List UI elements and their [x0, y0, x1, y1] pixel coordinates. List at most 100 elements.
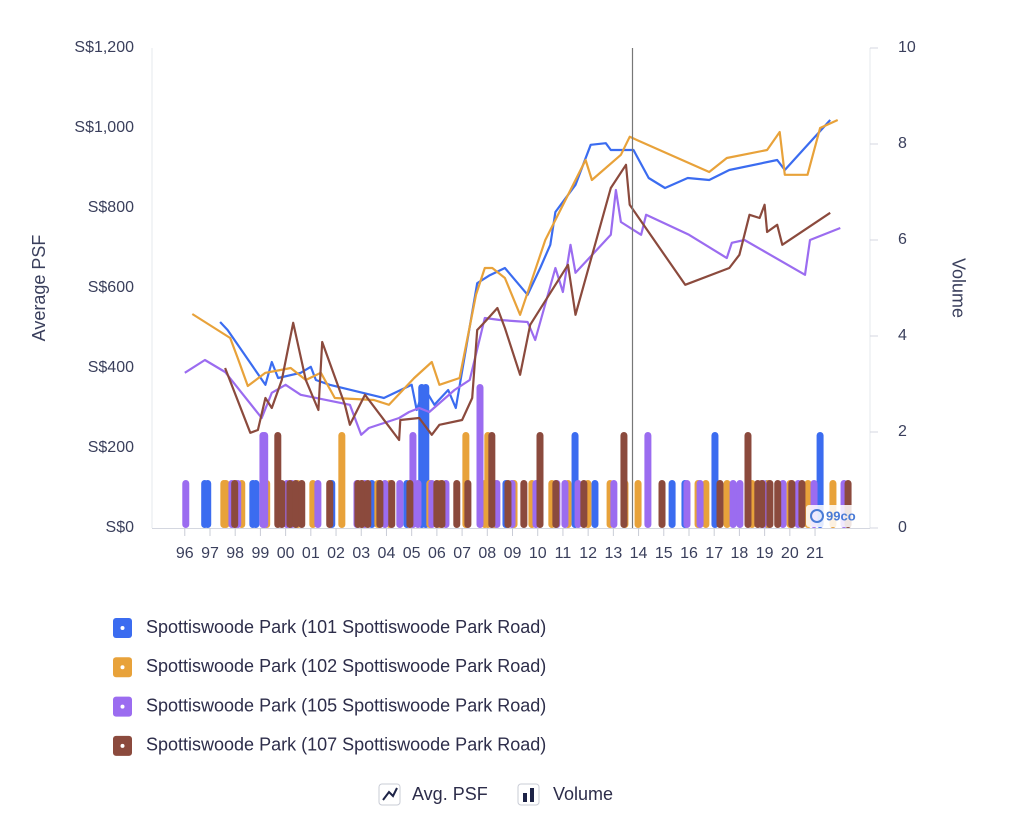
psf-toggle-glyph	[382, 787, 398, 801]
y-tick-label: S$400	[88, 359, 134, 376]
toggle-label[interactable]: Avg. PSF	[412, 784, 488, 804]
volume-bar	[326, 480, 334, 528]
x-tick-label: 14	[630, 545, 648, 562]
x-tick-label: 99	[252, 545, 270, 562]
psf-toggle[interactable]: Avg. PSF	[378, 783, 488, 806]
y2-tick-label: 0	[898, 519, 907, 536]
volume-bar	[396, 480, 404, 528]
legend-item[interactable]: Spottiswoode Park (101 Spottiswoode Park…	[113, 617, 546, 638]
legend-label[interactable]: Spottiswoode Park (102 Spottiswoode Park…	[146, 656, 546, 676]
y-tick-label: S$600	[88, 279, 134, 296]
psf-line	[184, 188, 841, 436]
volume-bar	[744, 432, 752, 528]
y2-tick-label: 8	[898, 135, 907, 152]
psf-line	[219, 119, 832, 412]
volume-bar	[414, 480, 422, 528]
legend-item[interactable]: Spottiswoode Park (107 Spottiswoode Park…	[113, 735, 546, 756]
volume-bar	[610, 480, 618, 528]
y-tick-label: S$1,200	[74, 39, 134, 56]
y2-axis-title: Volume	[948, 258, 968, 318]
volume-bar	[464, 480, 472, 528]
volume-toggle[interactable]: Volume	[517, 783, 613, 806]
volume-bar	[438, 480, 446, 528]
volume-bar	[364, 480, 372, 528]
volume-bar	[580, 480, 588, 528]
x-tick-label: 10	[529, 545, 547, 562]
x-tick-label: 00	[277, 545, 295, 562]
legend-swatch-dot	[120, 743, 125, 748]
volume-bar	[520, 480, 528, 528]
psf-lines	[184, 118, 841, 442]
x-tick-label: 12	[579, 545, 597, 562]
psf-line	[224, 163, 831, 442]
x-tick-label: 98	[226, 545, 244, 562]
volume-bar	[376, 480, 384, 528]
legend-label[interactable]: Spottiswoode Park (105 Spottiswoode Park…	[146, 695, 546, 715]
volume-bar	[504, 480, 512, 528]
volume-bar	[552, 480, 560, 528]
volume-bar	[702, 480, 710, 528]
volume-bar	[314, 480, 322, 528]
volume-bar	[774, 480, 782, 528]
volume-bar	[388, 480, 396, 528]
volume-toggle-glyph	[523, 793, 527, 802]
y2-tick-label: 10	[898, 39, 916, 56]
volume-bar	[620, 432, 628, 528]
x-tick-label: 21	[806, 545, 824, 562]
volume-bar	[729, 480, 737, 528]
legend-swatch-dot	[120, 665, 125, 670]
volume-bar	[788, 480, 796, 528]
x-tick-label: 07	[453, 545, 471, 562]
volume-bar	[406, 480, 414, 528]
legend-item[interactable]: Spottiswoode Park (105 Spottiswoode Park…	[113, 695, 546, 717]
y2-tick-label: 2	[898, 423, 907, 440]
volume-bar	[779, 480, 787, 528]
volume-bar	[696, 480, 704, 528]
volume-bar	[634, 480, 642, 528]
toggles: Avg. PSF Volume	[378, 783, 613, 806]
volume-bar	[798, 480, 806, 528]
y-tick-label: S$800	[88, 199, 134, 216]
volume-bar	[668, 480, 676, 528]
legend-label[interactable]: Spottiswoode Park (107 Spottiswoode Park…	[146, 735, 546, 755]
x-tick-label: 05	[403, 545, 421, 562]
x-tick-label: 16	[680, 545, 698, 562]
volume-bar	[766, 480, 774, 528]
volume-bar	[182, 480, 190, 528]
volume-bar	[252, 480, 260, 528]
y-tick-label: S$1,000	[74, 119, 134, 136]
volume-bar	[536, 432, 544, 528]
volume-bar	[574, 480, 582, 528]
volume-bar	[716, 480, 724, 528]
volume-bar	[286, 480, 294, 528]
volume-bar	[644, 432, 652, 528]
x-tick-label: 01	[302, 545, 320, 562]
x-tick-label: 96	[176, 545, 194, 562]
volume-toggle-glyph	[530, 788, 534, 802]
toggle-label[interactable]: Volume	[553, 784, 613, 804]
x-tick-label: 97	[201, 545, 219, 562]
legend-item[interactable]: Spottiswoode Park (102 Spottiswoode Park…	[113, 656, 546, 678]
axes: S$0S$200S$400S$600S$800S$1,000S$1,200024…	[74, 39, 916, 562]
legend-label[interactable]: Spottiswoode Park (101 Spottiswoode Park…	[146, 617, 546, 637]
volume-bar	[231, 480, 239, 528]
volume-bar	[453, 480, 461, 528]
volume-bar	[261, 432, 269, 528]
psf-toggle-icon[interactable]	[378, 783, 401, 806]
y2-tick-label: 4	[898, 327, 907, 344]
psf-line	[191, 118, 839, 406]
volume-bar	[278, 480, 286, 528]
x-tick-label: 02	[327, 545, 345, 562]
volume-toggle-icon[interactable]	[517, 783, 540, 806]
volume-bar	[358, 480, 366, 528]
volume-bar	[736, 480, 744, 528]
watermark: 99co	[826, 508, 856, 523]
x-tick-label: 20	[781, 545, 799, 562]
volume-bar	[591, 480, 599, 528]
legend-swatch-dot	[120, 626, 125, 630]
volume-bar	[658, 480, 666, 528]
volume-bar	[292, 480, 300, 528]
volume-bar	[222, 480, 230, 528]
x-tick-label: 08	[478, 545, 496, 562]
